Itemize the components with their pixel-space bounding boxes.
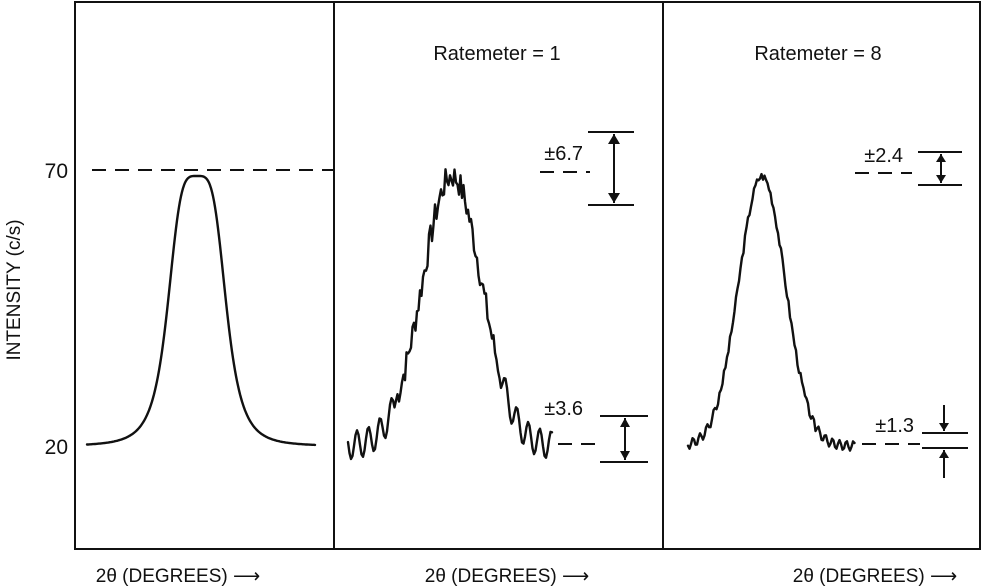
y-tick-20: 20 xyxy=(45,436,68,459)
error-arrowheads xyxy=(936,154,946,183)
error-arrowheads xyxy=(620,418,630,460)
y-axis-label: INTENSITY (c/s) xyxy=(4,219,25,360)
series-line-ratemeter-8 xyxy=(686,172,856,452)
x-axis-label-right: 2θ (DEGREES) ⟶ xyxy=(793,566,958,587)
error-label-upper-ratemeter-8: ±2.4 xyxy=(864,145,903,167)
error-label-lower-ratemeter-1: ±3.6 xyxy=(544,398,583,420)
x-axis-label-left: 2θ (DEGREES) ⟶ xyxy=(96,566,261,587)
panel-title-ratemeter-8: Ratemeter = 8 xyxy=(754,43,881,65)
series-line-ratemeter-1 xyxy=(346,168,554,461)
outer-frame xyxy=(74,1,981,550)
error-bar-upper-ratemeter-8: ±2.4 xyxy=(855,145,962,186)
error-label-upper-ratemeter-1: ±6.7 xyxy=(544,143,583,165)
error-bar-lower-ratemeter-1: ±3.6 xyxy=(544,398,648,463)
error-bar-upper-ratemeter-1: ±6.7 xyxy=(540,131,634,206)
y-tick-70: 70 xyxy=(45,160,68,183)
error-bar-lower-ratemeter-8: ±1.3 xyxy=(862,405,968,478)
series-line-left xyxy=(85,174,317,447)
panel-title-ratemeter-1: Ratemeter = 1 xyxy=(433,43,560,65)
x-axis-label-middle: 2θ (DEGREES) ⟶ xyxy=(425,566,590,587)
error-arrowheads xyxy=(939,423,949,458)
error-label-lower-ratemeter-8: ±1.3 xyxy=(875,415,914,437)
